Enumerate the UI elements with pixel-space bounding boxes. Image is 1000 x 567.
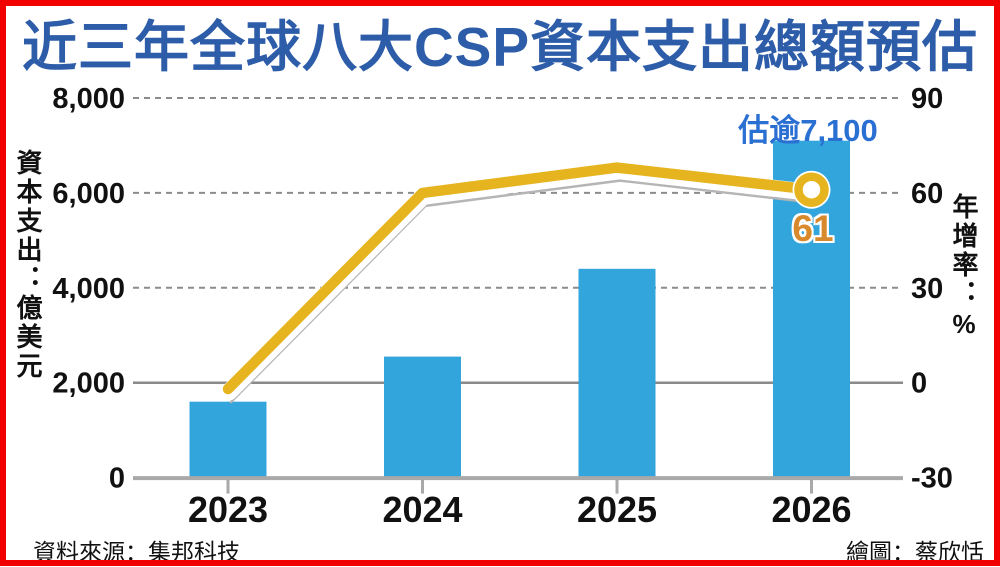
right-tick-label-60: 60 bbox=[911, 178, 943, 210]
left-tick-label-8,000: 8,000 bbox=[52, 83, 125, 115]
left-tick-label-0: 0 bbox=[109, 463, 125, 495]
right-tick-label-0: 0 bbox=[911, 368, 927, 400]
x-axis-label-2025: 2025 bbox=[577, 489, 657, 530]
bar-value-annotation: 估逾7,100 bbox=[738, 113, 878, 148]
source-credit: 資料來源：集邦科技 bbox=[33, 539, 240, 565]
page-title: 近三年全球八大CSP資本支出總額預估 bbox=[21, 16, 979, 78]
growth-end-marker bbox=[794, 172, 829, 207]
bar-2024 bbox=[384, 356, 461, 479]
left-tick-label-2,000: 2,000 bbox=[52, 368, 125, 400]
x-axis-label-2026: 2026 bbox=[771, 489, 851, 530]
left-tick-label-4,000: 4,000 bbox=[52, 273, 125, 305]
right-tick-label--30: -30 bbox=[911, 463, 953, 495]
bar-2025 bbox=[578, 268, 656, 479]
growth-point-label: 61 bbox=[792, 208, 834, 249]
left-tick-label-6,000: 6,000 bbox=[52, 178, 125, 210]
right-axis-title: 年增率：% bbox=[949, 193, 979, 342]
right-tick-label-30: 30 bbox=[911, 273, 943, 305]
left-axis-title: 資本支出：億美元 bbox=[13, 149, 43, 381]
x-axis-label-2024: 2024 bbox=[382, 489, 462, 530]
right-tick-label-90: 90 bbox=[911, 83, 943, 115]
growth-line-halo bbox=[220, 162, 821, 401]
growth-line bbox=[222, 162, 817, 395]
bar-2023 bbox=[189, 401, 267, 479]
x-axis-label-2023: 2023 bbox=[188, 489, 268, 530]
illustrator-credit: 繪圖：蔡欣恬 bbox=[846, 539, 984, 565]
